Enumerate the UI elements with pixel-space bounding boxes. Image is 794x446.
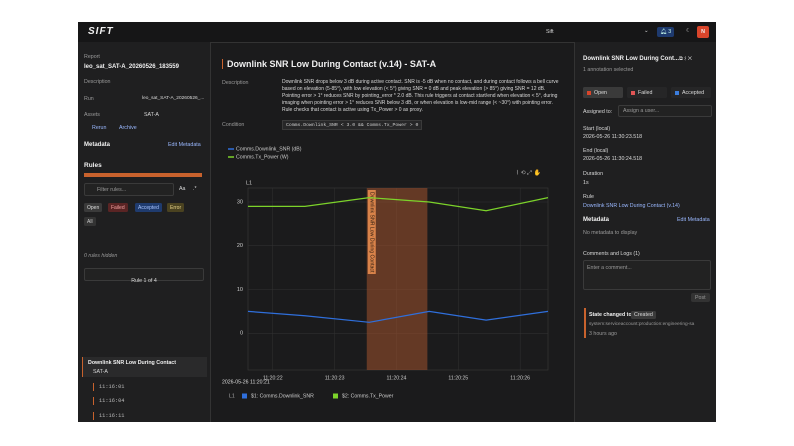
report-name[interactable]: leo_sat_SAT-A_20260526_183559 [84, 64, 179, 70]
label: Assets [84, 112, 100, 118]
time-marker [93, 397, 94, 406]
bell: 🔔︎ [660, 29, 669, 35]
theme-toggle[interactable]: ☾ [686, 28, 691, 34]
event-time[interactable]: 11:16:04 [99, 398, 125, 405]
sidebar: Report leo_sat_SAT-A_20260526_183559 Des… [78, 42, 211, 422]
top-bar: SIFT Sift ⌄ 🔔︎ 3 ☾ N [78, 22, 716, 43]
label: Run [84, 96, 94, 102]
rerun-button[interactable]: Rerun [92, 125, 107, 131]
log-text: State changed to [589, 312, 632, 318]
run-value[interactable]: leo_sat_SAT-A_20260526_... [142, 96, 205, 101]
empty-note: No metadata to display [583, 230, 638, 236]
progress-bar [84, 173, 202, 177]
detail-panel: Downlink SNR Low During Cont... ⧉ ⌇ ✕ 1 … [574, 42, 716, 422]
state-dot [587, 90, 591, 95]
avatar[interactable]: N [697, 26, 709, 38]
asset-value[interactable]: SAT-A [144, 112, 159, 118]
rules-hidden: 0 rules hidden [84, 253, 118, 259]
time-marker [93, 411, 94, 420]
panel-icons[interactable]: ⧉ ⌇ ✕ [679, 56, 692, 62]
pager[interactable]: Rule 1 of 4 [84, 268, 204, 284]
event-time[interactable]: 11:16:11 [99, 412, 125, 419]
filter-chip[interactable]: Open [84, 203, 103, 212]
log-time: 3 hours ago [589, 331, 617, 337]
filter-chip[interactable]: Error [167, 203, 185, 212]
filter-chip[interactable]: Accepted [135, 203, 162, 212]
state-button[interactable]: Accepted [671, 87, 711, 98]
workspace[interactable]: Sift [546, 29, 554, 35]
notification-count: 3 [668, 29, 672, 35]
rule-title: Downlink SNR Low During Contact [88, 360, 176, 366]
state-button[interactable]: Failed [627, 87, 667, 98]
app-window: SIFT Sift ⌄ 🔔︎ 3 ☾ N Report leo_sat_SAT-… [78, 22, 716, 422]
event-time[interactable]: 11:16:01 [99, 384, 125, 390]
label: Description [222, 80, 249, 86]
post-button[interactable]: Post [691, 293, 710, 302]
log-marker [584, 308, 586, 338]
log-user: system:serviceaccount:production:enginee… [589, 322, 695, 327]
panel-title: Downlink SNR Low During Cont... [583, 56, 679, 62]
label: Duration [583, 171, 604, 177]
value: 2026-05-26 11:30:24.518 [583, 156, 643, 162]
time-marker [93, 383, 94, 391]
case-button[interactable]: Aa [179, 186, 186, 192]
state-chip: Created [631, 311, 656, 319]
rule-card[interactable]: Downlink SNR Low During Contact SAT-A [82, 357, 207, 377]
state-button[interactable]: Open [583, 87, 623, 98]
rule-link[interactable]: Downlink SNR Low During Contact (v.14) [583, 203, 680, 209]
rule-asset: SAT-A [93, 369, 108, 375]
notifications[interactable]: 🔔︎ 3 [657, 27, 675, 37]
description: Downlink SNR drops below 3 dB during act… [282, 79, 559, 113]
state-label: Failed [638, 90, 653, 96]
label: Rule [583, 194, 594, 200]
regex-button[interactable]: .* [193, 186, 197, 192]
assign-select[interactable]: Assign a user... [618, 105, 712, 117]
chevron[interactable]: ⌄ [644, 28, 649, 34]
label: Start (local) [583, 126, 611, 132]
condition: Comms.Downlink_SNR < 3.0 && Comms.Tx_Pow… [282, 120, 423, 130]
placeholder: Assign a user... [623, 108, 660, 114]
logo[interactable]: SIFT [88, 26, 114, 37]
edit-metadata[interactable]: Edit Metadata [677, 217, 710, 223]
value: 1s [583, 180, 589, 186]
filter-chip[interactable]: All [84, 217, 96, 226]
section-title: Metadata [583, 217, 610, 223]
rule-heading: Downlink SNR Low During Contact (v.14) -… [222, 59, 436, 69]
section-title: Rules [84, 162, 102, 169]
section-title[interactable]: Comments and Logs (1) [583, 251, 640, 257]
filter-input[interactable]: Filter rules... [84, 183, 174, 196]
state-label: Open [594, 90, 607, 96]
state-dot [675, 90, 679, 95]
comment-box[interactable]: Enter a comment... [583, 260, 711, 290]
label: Condition [222, 122, 245, 128]
label: End (local) [583, 148, 609, 154]
state-label: Accepted [682, 90, 705, 96]
value: 2026-05-26 11:30:23.518 [583, 134, 643, 140]
archive-button[interactable]: Archive [119, 125, 137, 131]
label: Description [84, 79, 111, 85]
label: Assigned to: [583, 109, 613, 115]
placeholder: Enter a comment... [587, 265, 632, 271]
panel-subtitle: 1 annotation selected [583, 67, 634, 73]
state-dot [631, 90, 635, 95]
filter-chip[interactable]: Failed [108, 203, 128, 212]
section-title: Metadata [84, 142, 111, 148]
label: Report [84, 54, 100, 60]
placeholder: Filter rules... [97, 186, 127, 193]
edit-metadata[interactable]: Edit Metadata [168, 142, 201, 148]
pager-text: Rule 1 of 4 [131, 278, 157, 284]
